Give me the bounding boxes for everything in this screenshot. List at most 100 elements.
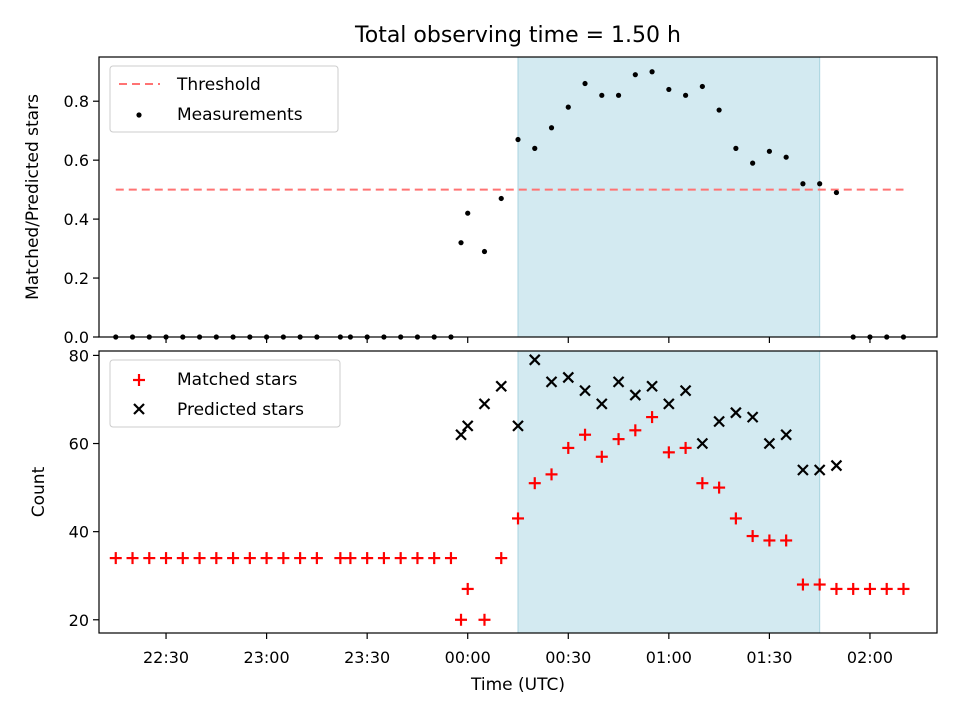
matched-star-point xyxy=(455,613,468,626)
legend-matched-swatch xyxy=(133,374,145,386)
matched-star-point xyxy=(428,552,441,565)
predicted-star-point xyxy=(629,389,642,401)
predicted-star-point xyxy=(495,380,508,393)
bottom-legend: Matched stars Predicted stars xyxy=(109,359,341,428)
matched-star-point xyxy=(411,552,424,565)
matched-star-point xyxy=(126,552,139,565)
matched-star-point xyxy=(227,552,240,565)
matched-star-point xyxy=(528,477,541,490)
predicted-star-point xyxy=(512,420,524,432)
predicted-star-point xyxy=(545,376,558,388)
bottom-y-axis-label: Count xyxy=(29,466,49,517)
matched-star-point xyxy=(763,534,776,547)
predicted-star-point xyxy=(797,464,809,476)
matched-star-point xyxy=(478,613,491,626)
predicted-star-point xyxy=(478,398,491,410)
matched-star-point xyxy=(160,552,173,565)
chart-title: Total observing time = 1.50 h xyxy=(354,23,681,48)
predicted-star-point xyxy=(528,354,541,366)
top-ytick-label: 0.8 xyxy=(64,92,89,111)
predicted-star-point xyxy=(562,371,575,384)
measurement-point xyxy=(465,210,471,216)
matched-star-point xyxy=(109,552,122,565)
matched-star-point xyxy=(696,477,709,490)
matched-star-point xyxy=(361,552,374,565)
matched-star-point xyxy=(193,552,206,565)
observing-window-shade xyxy=(517,350,821,634)
predicted-star-point xyxy=(830,459,843,472)
matched-star-point xyxy=(545,468,558,481)
measurement-point xyxy=(458,240,464,246)
matched-star-point xyxy=(830,582,843,595)
top-ytick-label: 0.6 xyxy=(64,151,89,170)
matched-star-point xyxy=(863,582,876,595)
matched-star-point xyxy=(210,552,223,565)
predicted-star-point xyxy=(579,384,591,397)
measurement-point xyxy=(582,80,588,87)
matched-star-point xyxy=(629,424,642,437)
measurement-point xyxy=(548,125,555,131)
measurement-point xyxy=(750,160,756,166)
matched-star-point xyxy=(847,582,860,595)
xtick-label: 02:00 xyxy=(847,648,893,667)
predicted-star-point xyxy=(696,437,709,450)
matched-star-point xyxy=(394,552,407,565)
predicted-star-point xyxy=(646,380,658,393)
matched-star-point xyxy=(595,450,608,463)
measurement-point xyxy=(800,181,806,187)
x-axis-label: Time (UTC) xyxy=(470,675,565,695)
xtick-label: 01:00 xyxy=(646,648,692,667)
measurement-point xyxy=(817,181,823,187)
predicted-star-point xyxy=(746,411,759,423)
bottom-ytick-label: 60 xyxy=(69,435,89,454)
predicted-star-point xyxy=(596,398,608,410)
matched-star-point xyxy=(310,552,323,565)
predicted-star-point xyxy=(612,376,625,388)
bottom-ytick-label: 20 xyxy=(69,611,89,630)
xtick-label: 23:00 xyxy=(244,648,290,667)
xtick-label: 00:00 xyxy=(445,648,491,667)
matched-star-point xyxy=(277,552,290,565)
matched-star-point xyxy=(897,582,910,595)
measurement-point xyxy=(683,92,689,98)
matched-star-point xyxy=(713,481,726,494)
top-ytick-label: 0.4 xyxy=(64,210,89,229)
bottom-ytick-label: 40 xyxy=(69,523,89,542)
matched-star-point xyxy=(662,446,675,459)
predicted-star-point xyxy=(730,406,742,419)
xtick-label: 00:30 xyxy=(545,648,591,667)
predicted-star-point xyxy=(663,398,675,410)
top-ytick-label: 0.2 xyxy=(64,269,89,288)
bottom-panel: 20 40 60 80 22:30 23:00 23:30 00:00 00:30 01:00 0… xyxy=(29,346,938,695)
matched-star-point xyxy=(444,552,457,565)
matched-star-point xyxy=(344,552,357,565)
measurement-point xyxy=(766,148,773,154)
predicted-star-point xyxy=(679,384,692,397)
matched-star-point xyxy=(260,552,273,565)
measurement-point xyxy=(649,69,655,75)
matched-star-point xyxy=(729,512,742,525)
measurement-point xyxy=(632,72,638,78)
predicted-star-point xyxy=(461,420,474,432)
bottom-ytick-label: 80 xyxy=(69,346,89,365)
matched-star-point xyxy=(495,552,508,565)
legend-matched-label: Matched stars xyxy=(177,370,297,390)
legend-predicted-swatch xyxy=(133,403,145,415)
legend-threshold-label: Threshold xyxy=(176,75,261,95)
measurement-point xyxy=(599,92,605,98)
measurement-point xyxy=(699,83,705,90)
matched-star-point xyxy=(294,552,307,565)
top-y-axis-label: Matched/Predicted stars xyxy=(23,94,43,300)
measurement-point xyxy=(532,145,538,151)
matched-star-point xyxy=(579,428,592,441)
predicted-star-point xyxy=(455,428,467,441)
matched-star-point xyxy=(746,530,759,543)
predicted-star-point xyxy=(813,464,826,476)
measurement-point xyxy=(498,195,504,202)
xtick-label: 23:30 xyxy=(344,648,390,667)
predicted-star-point xyxy=(763,437,776,450)
matched-star-point xyxy=(880,582,893,595)
predicted-star-point xyxy=(713,415,725,428)
matched-star-point xyxy=(679,441,692,454)
